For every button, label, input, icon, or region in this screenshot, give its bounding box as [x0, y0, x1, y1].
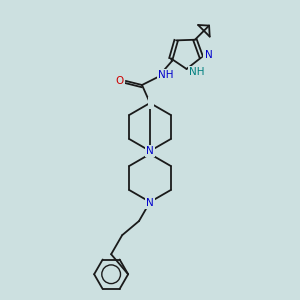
Text: NH: NH — [158, 70, 174, 80]
Text: N: N — [146, 146, 154, 156]
Text: N: N — [205, 50, 212, 60]
Text: N: N — [147, 198, 155, 208]
Text: O: O — [116, 76, 124, 86]
Text: N: N — [146, 146, 154, 156]
Text: N: N — [205, 50, 212, 60]
Text: N: N — [146, 198, 154, 208]
Text: NH: NH — [189, 67, 204, 77]
Text: O: O — [116, 76, 124, 86]
Text: N: N — [147, 97, 155, 107]
Text: NH: NH — [158, 70, 174, 80]
Text: NH: NH — [189, 67, 204, 77]
